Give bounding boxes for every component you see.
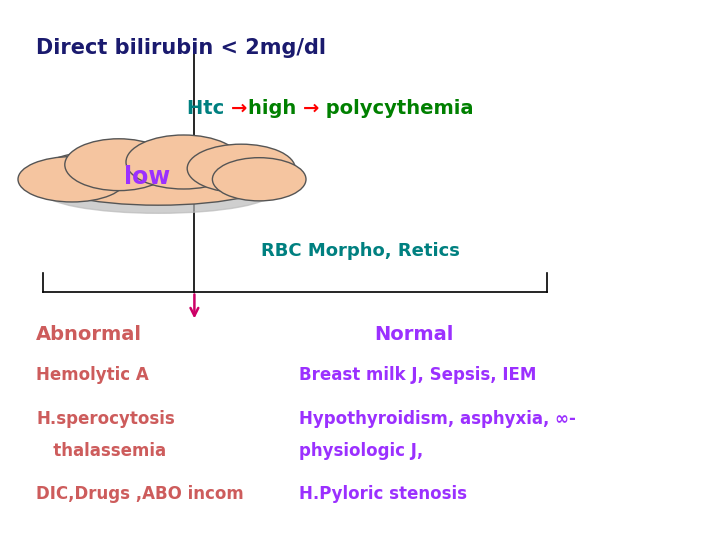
Ellipse shape [126,135,241,189]
Text: Hypothyroidism, asphyxia, ∞-: Hypothyroidism, asphyxia, ∞- [299,409,576,428]
Ellipse shape [187,144,295,193]
Text: RBC Morpho, Retics: RBC Morpho, Retics [261,242,459,260]
Text: high: high [248,98,302,118]
Text: →: → [231,98,248,118]
Ellipse shape [212,158,306,201]
Text: H.Pyloric stenosis: H.Pyloric stenosis [299,485,467,503]
Text: Hemolytic A: Hemolytic A [36,366,149,384]
Text: Abnormal: Abnormal [36,325,142,345]
Text: polycythemia: polycythemia [319,98,474,118]
Text: Htc: Htc [187,98,231,118]
Ellipse shape [65,139,173,191]
Text: DIC,Drugs ,ABO incom: DIC,Drugs ,ABO incom [36,485,244,503]
Text: Normal: Normal [374,325,454,345]
Text: →: → [302,98,319,118]
Text: Breast milk J, Sepsis, IEM: Breast milk J, Sepsis, IEM [299,366,536,384]
Text: low: low [125,165,171,189]
Ellipse shape [43,170,274,213]
Text: thalassemia: thalassemia [36,442,166,460]
Ellipse shape [32,146,284,205]
Text: physiologic J,: physiologic J, [299,442,423,460]
Ellipse shape [18,157,126,202]
Text: H.sperocytosis: H.sperocytosis [36,409,175,428]
Text: Direct bilirubin < 2mg/dl: Direct bilirubin < 2mg/dl [36,38,326,58]
